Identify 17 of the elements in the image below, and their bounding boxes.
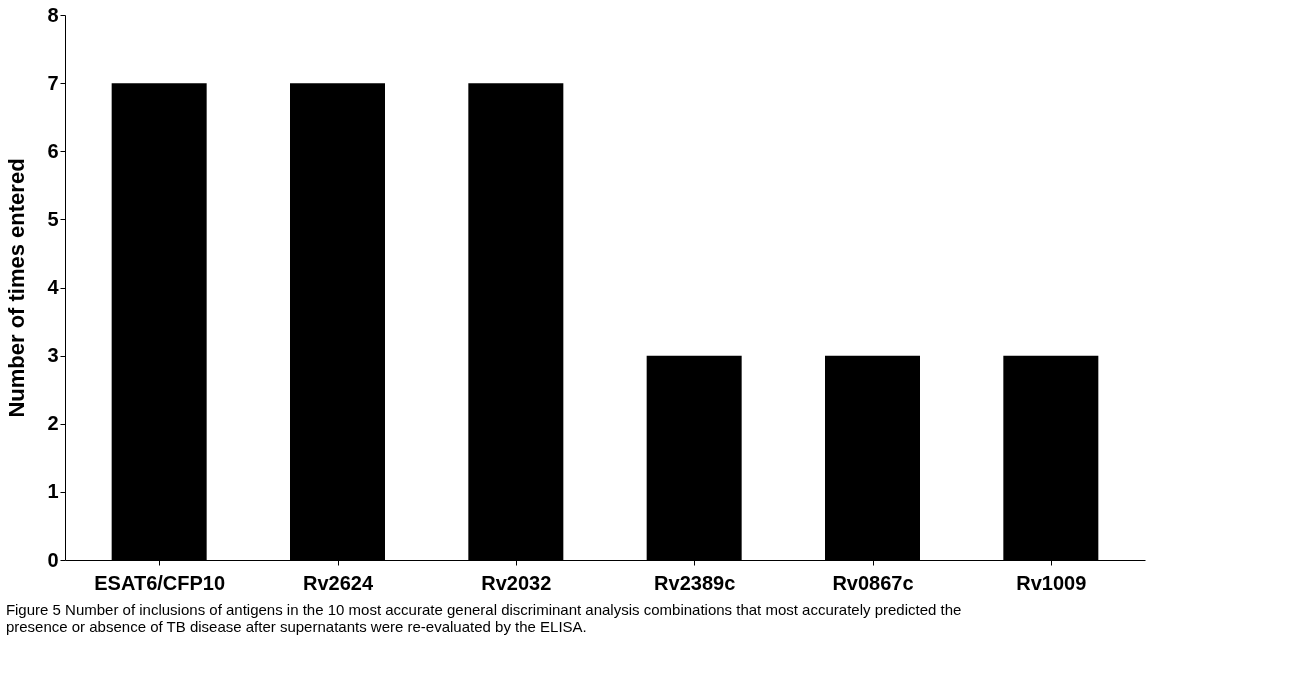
caption: Figure 5 Number of inclusions of antigens in the 10 most accurate general discriminant analysis combinations that most accurately predicted the presence or absence of TB disease after supernatants were re-evaluated by the ELISA. [5, 601, 962, 635]
x-tick-label: Rv1009 [1016, 571, 1087, 594]
y-tick-label: 2 [47, 412, 59, 435]
y-tick-label: 4 [47, 276, 60, 298]
y-tick-label: 6 [47, 139, 59, 162]
x-tick-label: Rv2032 [481, 571, 552, 594]
y-tick-label: 8 [47, 3, 59, 26]
x-tick-label: Rv2624 [302, 571, 374, 594]
x-tick-label: Rv0867c [832, 571, 914, 594]
y-axis-title: Number of times entered [4, 158, 30, 418]
x-tick-label: ESAT6/CFP10 [94, 571, 226, 594]
y-tick-label: 0 [47, 548, 59, 571]
y-tick-label: 1 [47, 480, 59, 503]
y-tick-label: 7 [47, 71, 59, 94]
y-tick-label: 3 [47, 344, 59, 367]
y-tick-label: 5 [47, 207, 59, 230]
x-tick-label: Rv2389c [654, 571, 736, 594]
